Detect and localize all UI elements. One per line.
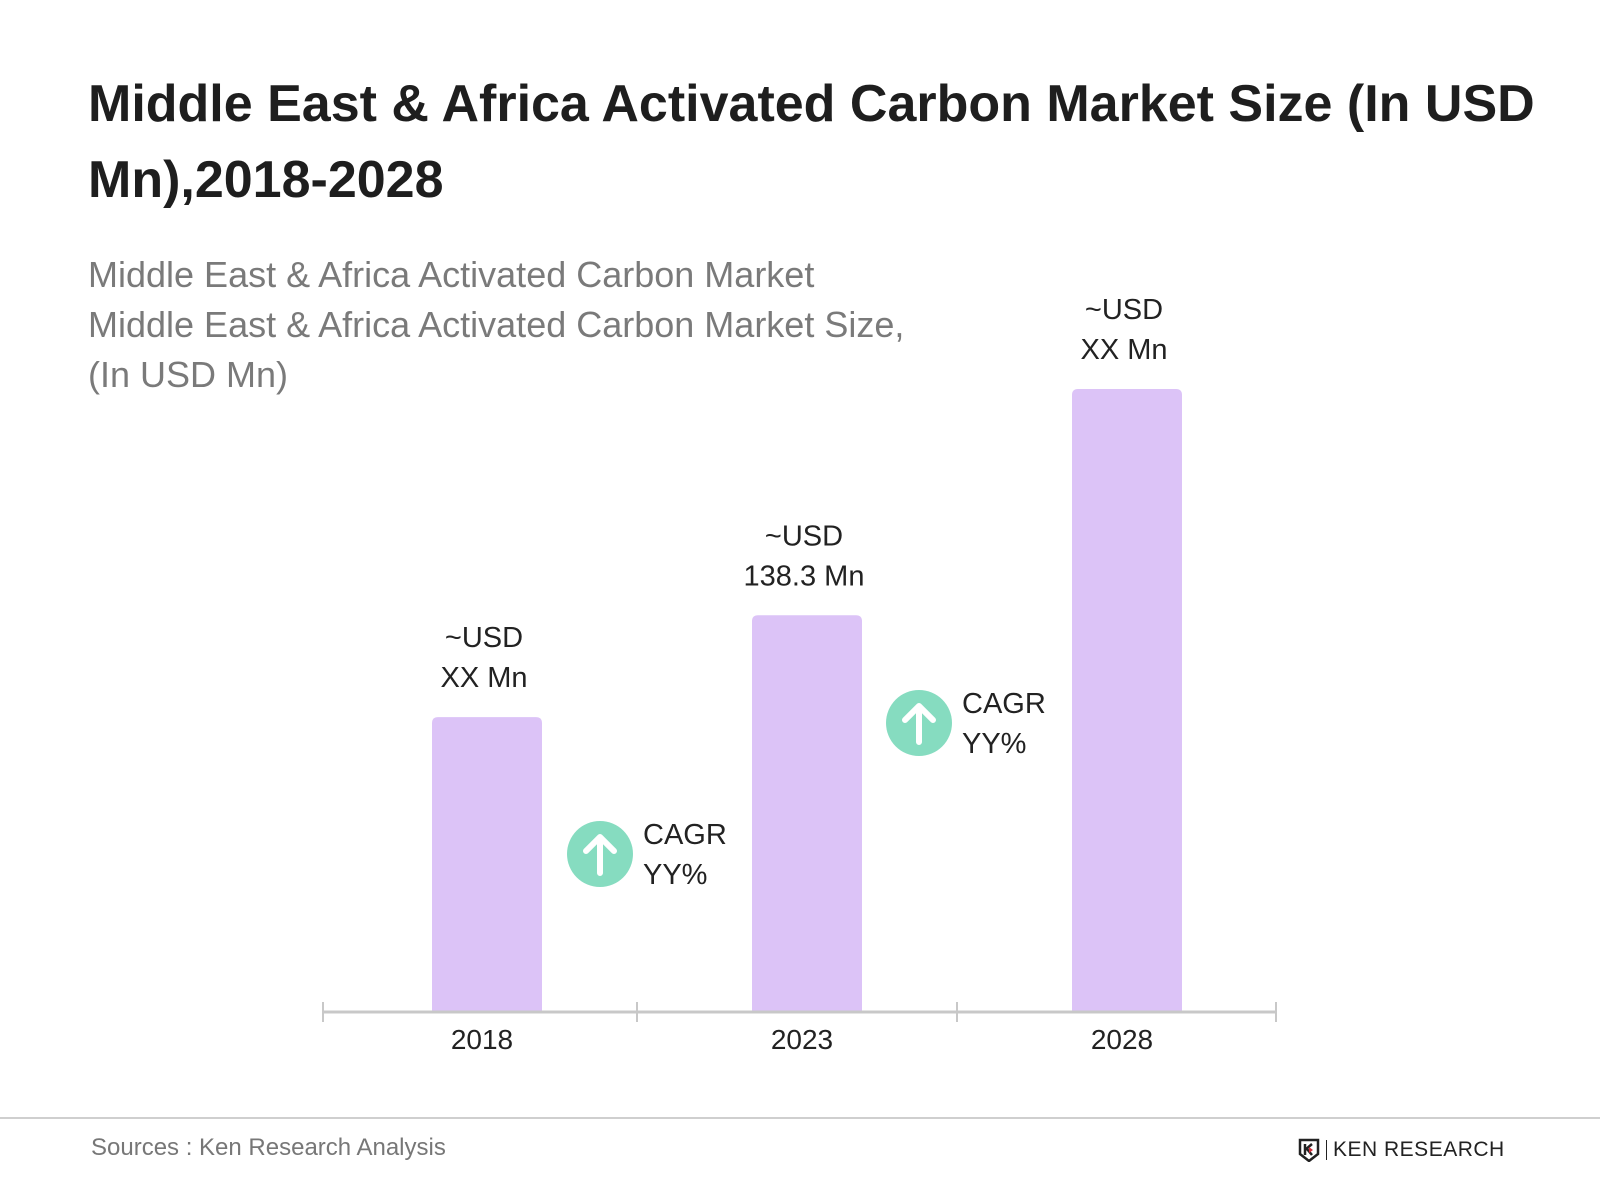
- footer-divider: [0, 1117, 1600, 1119]
- data-label: ~USD: [765, 520, 843, 552]
- data-label: ~USD: [445, 622, 523, 654]
- x-tick-label: 2018: [451, 1024, 513, 1055]
- arrow-up-glyph: [583, 834, 617, 876]
- logo-text: KEN RESEARCH: [1333, 1138, 1505, 1161]
- bar-2018: [432, 717, 542, 1012]
- subtitle-line: (In USD Mn): [88, 354, 289, 395]
- bar-2028: [1072, 389, 1182, 1012]
- data-label: XX Mn: [440, 662, 527, 694]
- sources-text: Sources : Ken Research Analysis: [91, 1134, 446, 1161]
- cagr-label: CAGR: [643, 819, 727, 851]
- data-label: XX Mn: [1080, 334, 1167, 366]
- data-label: ~USD: [1085, 294, 1163, 326]
- ken-research-logo: KEN RESEARCH: [1298, 1138, 1505, 1162]
- cagr-label: CAGR: [962, 688, 1046, 720]
- arrow-up-glyph: [902, 703, 936, 745]
- logo-shield-icon: [1298, 1138, 1320, 1162]
- data-label: 138.3 Mn: [744, 560, 865, 592]
- cagr-label: YY%: [962, 728, 1026, 760]
- x-tick-label: 2028: [1091, 1024, 1153, 1055]
- bar-2023: [752, 615, 862, 1012]
- chart-subtitle: Middle East & Africa Activated Carbon Ma…: [88, 250, 904, 400]
- subtitle-line: Middle East & Africa Activated Carbon Ma…: [88, 254, 815, 295]
- chart-title: Middle East & Africa Activated Carbon Ma…: [88, 75, 1535, 209]
- x-tick-label: 2023: [771, 1024, 833, 1055]
- cagr-label: YY%: [643, 859, 707, 891]
- subtitle-line: Middle East & Africa Activated Carbon Ma…: [88, 304, 905, 345]
